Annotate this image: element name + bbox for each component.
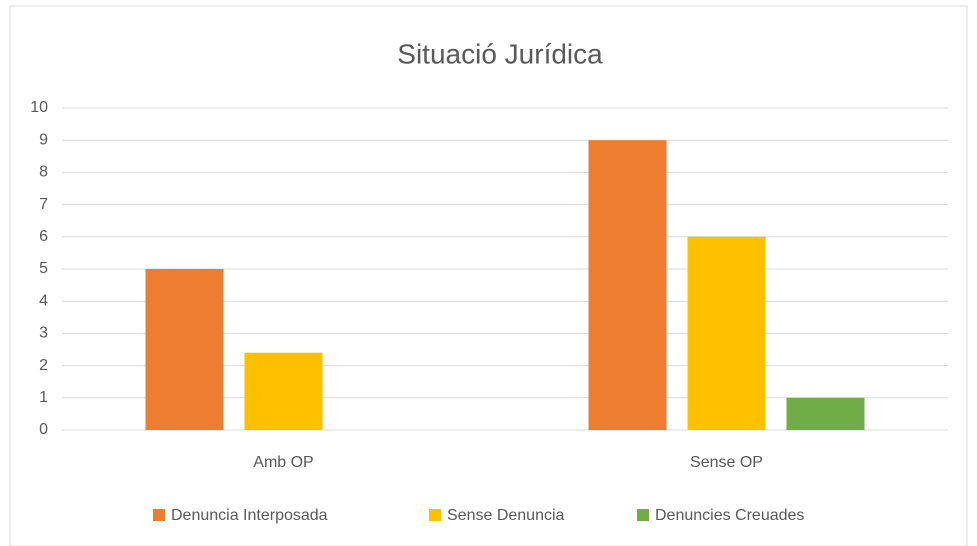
legend-label: Denuncia Interposada bbox=[171, 507, 328, 524]
y-tick-label: 0 bbox=[39, 421, 48, 438]
y-tick-label: 10 bbox=[30, 99, 48, 116]
y-tick-label: 2 bbox=[39, 357, 48, 374]
bar bbox=[687, 236, 766, 430]
bar bbox=[145, 269, 224, 430]
legend-swatch bbox=[153, 509, 165, 521]
bar bbox=[588, 140, 667, 430]
bar bbox=[786, 397, 865, 430]
y-tick-label: 6 bbox=[39, 228, 48, 245]
x-tick-label: Sense OP bbox=[690, 454, 763, 471]
bar bbox=[244, 352, 323, 430]
y-tick-label: 5 bbox=[39, 260, 48, 277]
y-tick-label: 7 bbox=[39, 196, 48, 213]
y-tick-label: 1 bbox=[39, 389, 48, 406]
legend-swatch bbox=[637, 509, 649, 521]
chart-title: Situació Jurídica bbox=[397, 38, 603, 69]
legend-label: Denuncies Creuades bbox=[655, 507, 804, 524]
x-tick-label: Amb OP bbox=[253, 454, 313, 471]
y-tick-label: 9 bbox=[39, 131, 48, 148]
legend-label: Sense Denuncia bbox=[447, 507, 565, 524]
y-tick-label: 4 bbox=[39, 292, 48, 309]
y-tick-label: 8 bbox=[39, 164, 48, 181]
legend-swatch bbox=[429, 509, 441, 521]
y-tick-label: 3 bbox=[39, 325, 48, 342]
